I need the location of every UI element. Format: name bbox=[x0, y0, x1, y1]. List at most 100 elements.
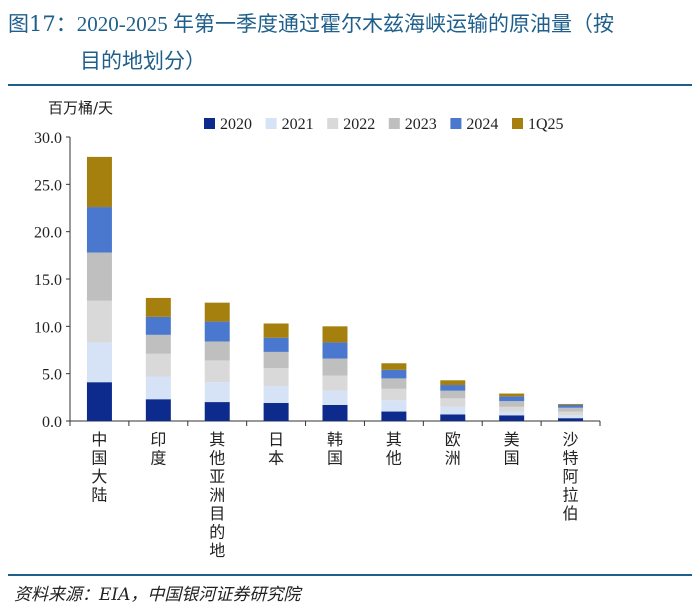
bar-segment-2023 bbox=[86, 252, 112, 301]
bar-segment-2021 bbox=[558, 415, 584, 419]
bar-segment-2022 bbox=[145, 353, 171, 377]
x-category-label-char: 拉 bbox=[563, 486, 579, 505]
x-category-label: 沙 bbox=[563, 430, 579, 449]
legend-label-2024: 2024 bbox=[466, 116, 498, 133]
bar-segment-2022 bbox=[440, 398, 466, 407]
x-category-label-char: 陆 bbox=[91, 486, 107, 505]
x-category-label-char: 亚 bbox=[209, 467, 225, 486]
y-tick-label: 5.0 bbox=[42, 367, 62, 384]
x-category-label: 欧 bbox=[445, 430, 461, 449]
x-category-label: 其 bbox=[209, 430, 225, 449]
legend-swatch-2020 bbox=[204, 118, 215, 129]
x-category-label-char: 的 bbox=[209, 523, 225, 542]
y-tick-label: 25.0 bbox=[34, 177, 62, 194]
y-tick-label: 20.0 bbox=[34, 225, 62, 242]
legend-swatch-2022 bbox=[327, 118, 339, 129]
bar-segment-2022 bbox=[86, 300, 112, 343]
bar-segment-2023 bbox=[263, 351, 289, 368]
bar-segment-2020 bbox=[558, 418, 584, 421]
bar-segment-2020 bbox=[322, 404, 348, 421]
bar-segment-1Q25 bbox=[558, 403, 584, 405]
bar-segment-2022 bbox=[381, 388, 407, 401]
x-category-label-char: 大 bbox=[91, 467, 107, 486]
bar-segment-2022 bbox=[558, 411, 584, 416]
bar-segment-2021 bbox=[145, 376, 171, 400]
x-category-label-char: 他 bbox=[209, 449, 225, 468]
bar-segment-2020 bbox=[263, 403, 289, 421]
bar-segment-2024 bbox=[322, 342, 348, 359]
title-line-1: 2020-2025 年第一季度通过霍尔木兹海峡运输的原油量（按 bbox=[76, 12, 614, 36]
bar-segment-1Q25 bbox=[440, 380, 466, 386]
x-category-label: 韩 bbox=[327, 430, 343, 449]
legend-label-1Q25: 1Q25 bbox=[528, 116, 564, 133]
bar-segment-1Q25 bbox=[381, 363, 407, 370]
x-category-label-char: 国 bbox=[327, 449, 343, 468]
bar-segment-2021 bbox=[381, 400, 407, 412]
x-category-label-char: 国 bbox=[91, 449, 107, 468]
y-axis-title: 百万桶/天 bbox=[48, 99, 113, 117]
bar-segment-2022 bbox=[322, 375, 348, 391]
bar-segment-2022 bbox=[263, 367, 289, 386]
bar-segment-1Q25 bbox=[145, 297, 171, 317]
x-category-label-char: 他 bbox=[386, 449, 402, 468]
bar-segment-2020 bbox=[204, 402, 230, 421]
figure-label: 图17： bbox=[8, 12, 77, 36]
bar-segment-2024 bbox=[381, 369, 407, 379]
y-tick-label: 10.0 bbox=[34, 319, 62, 336]
x-category-label-char: 地 bbox=[209, 541, 225, 560]
legend-swatch-2023 bbox=[388, 118, 400, 129]
bar-segment-2023 bbox=[322, 358, 348, 376]
y-tick-label: 0.0 bbox=[42, 414, 62, 431]
x-category-label-char: 目 bbox=[209, 504, 225, 523]
bar-segment-2024 bbox=[263, 337, 289, 352]
legend-swatch-2021 bbox=[265, 118, 277, 129]
x-category-label-char: 特 bbox=[563, 449, 579, 468]
bar-segment-2024 bbox=[86, 207, 112, 253]
bar-segment-2020 bbox=[86, 382, 112, 421]
bar-segment-1Q25 bbox=[322, 326, 348, 343]
bar-segment-2023 bbox=[145, 334, 171, 354]
bar-segment-2024 bbox=[204, 321, 230, 342]
x-category-label-char: 洲 bbox=[209, 486, 225, 505]
y-tick-label: 15.0 bbox=[34, 272, 62, 289]
bar-segment-1Q25 bbox=[499, 393, 525, 397]
legend-label-2021: 2021 bbox=[282, 116, 314, 133]
title-line-2: 目的地划分） bbox=[80, 49, 206, 73]
x-category-label: 中 bbox=[91, 430, 107, 449]
legend-swatch-1Q25 bbox=[512, 118, 523, 129]
bar-segment-2020 bbox=[381, 411, 407, 421]
x-category-label-char: 洲 bbox=[445, 449, 461, 468]
legend-label-2023: 2023 bbox=[405, 116, 437, 133]
y-tick-label: 30.0 bbox=[34, 130, 62, 147]
bar-segment-2020 bbox=[440, 414, 466, 421]
bar-segment-2024 bbox=[440, 385, 466, 391]
chart-title: 图17：2020-2025 年第一季度通过霍尔木兹海峡运输的原油量（按 目的地划… bbox=[8, 6, 692, 80]
bar-segment-2022 bbox=[204, 360, 230, 383]
x-category-label-char: 阿 bbox=[563, 467, 579, 486]
bar-segment-1Q25 bbox=[86, 156, 112, 208]
x-category-label-char: 度 bbox=[150, 449, 166, 468]
x-category-label-char: 伯 bbox=[563, 504, 579, 523]
bar-segment-2023 bbox=[440, 390, 466, 399]
legend-label-2022: 2022 bbox=[343, 116, 375, 133]
bar-segment-2020 bbox=[145, 399, 171, 421]
legend-swatch-2024 bbox=[450, 118, 462, 129]
bar-segment-2023 bbox=[499, 401, 525, 407]
title-divider bbox=[8, 84, 692, 86]
x-category-label-char: 本 bbox=[268, 449, 284, 468]
bar-segment-2021 bbox=[440, 406, 466, 415]
x-category-label: 美 bbox=[504, 430, 520, 449]
x-category-label: 印 bbox=[150, 430, 166, 449]
bar-segment-2024 bbox=[558, 404, 584, 408]
bar-segment-2021 bbox=[263, 385, 289, 404]
source-divider bbox=[8, 574, 692, 576]
bar-segment-1Q25 bbox=[204, 302, 230, 322]
bar-segment-2021 bbox=[86, 342, 112, 383]
bar-segment-2021 bbox=[204, 382, 230, 403]
bar-segment-2020 bbox=[499, 415, 525, 421]
bar-segment-2024 bbox=[145, 316, 171, 335]
bar-segment-1Q25 bbox=[263, 323, 289, 338]
legend-label-2020: 2020 bbox=[220, 116, 252, 133]
x-category-label: 其 bbox=[386, 430, 402, 449]
